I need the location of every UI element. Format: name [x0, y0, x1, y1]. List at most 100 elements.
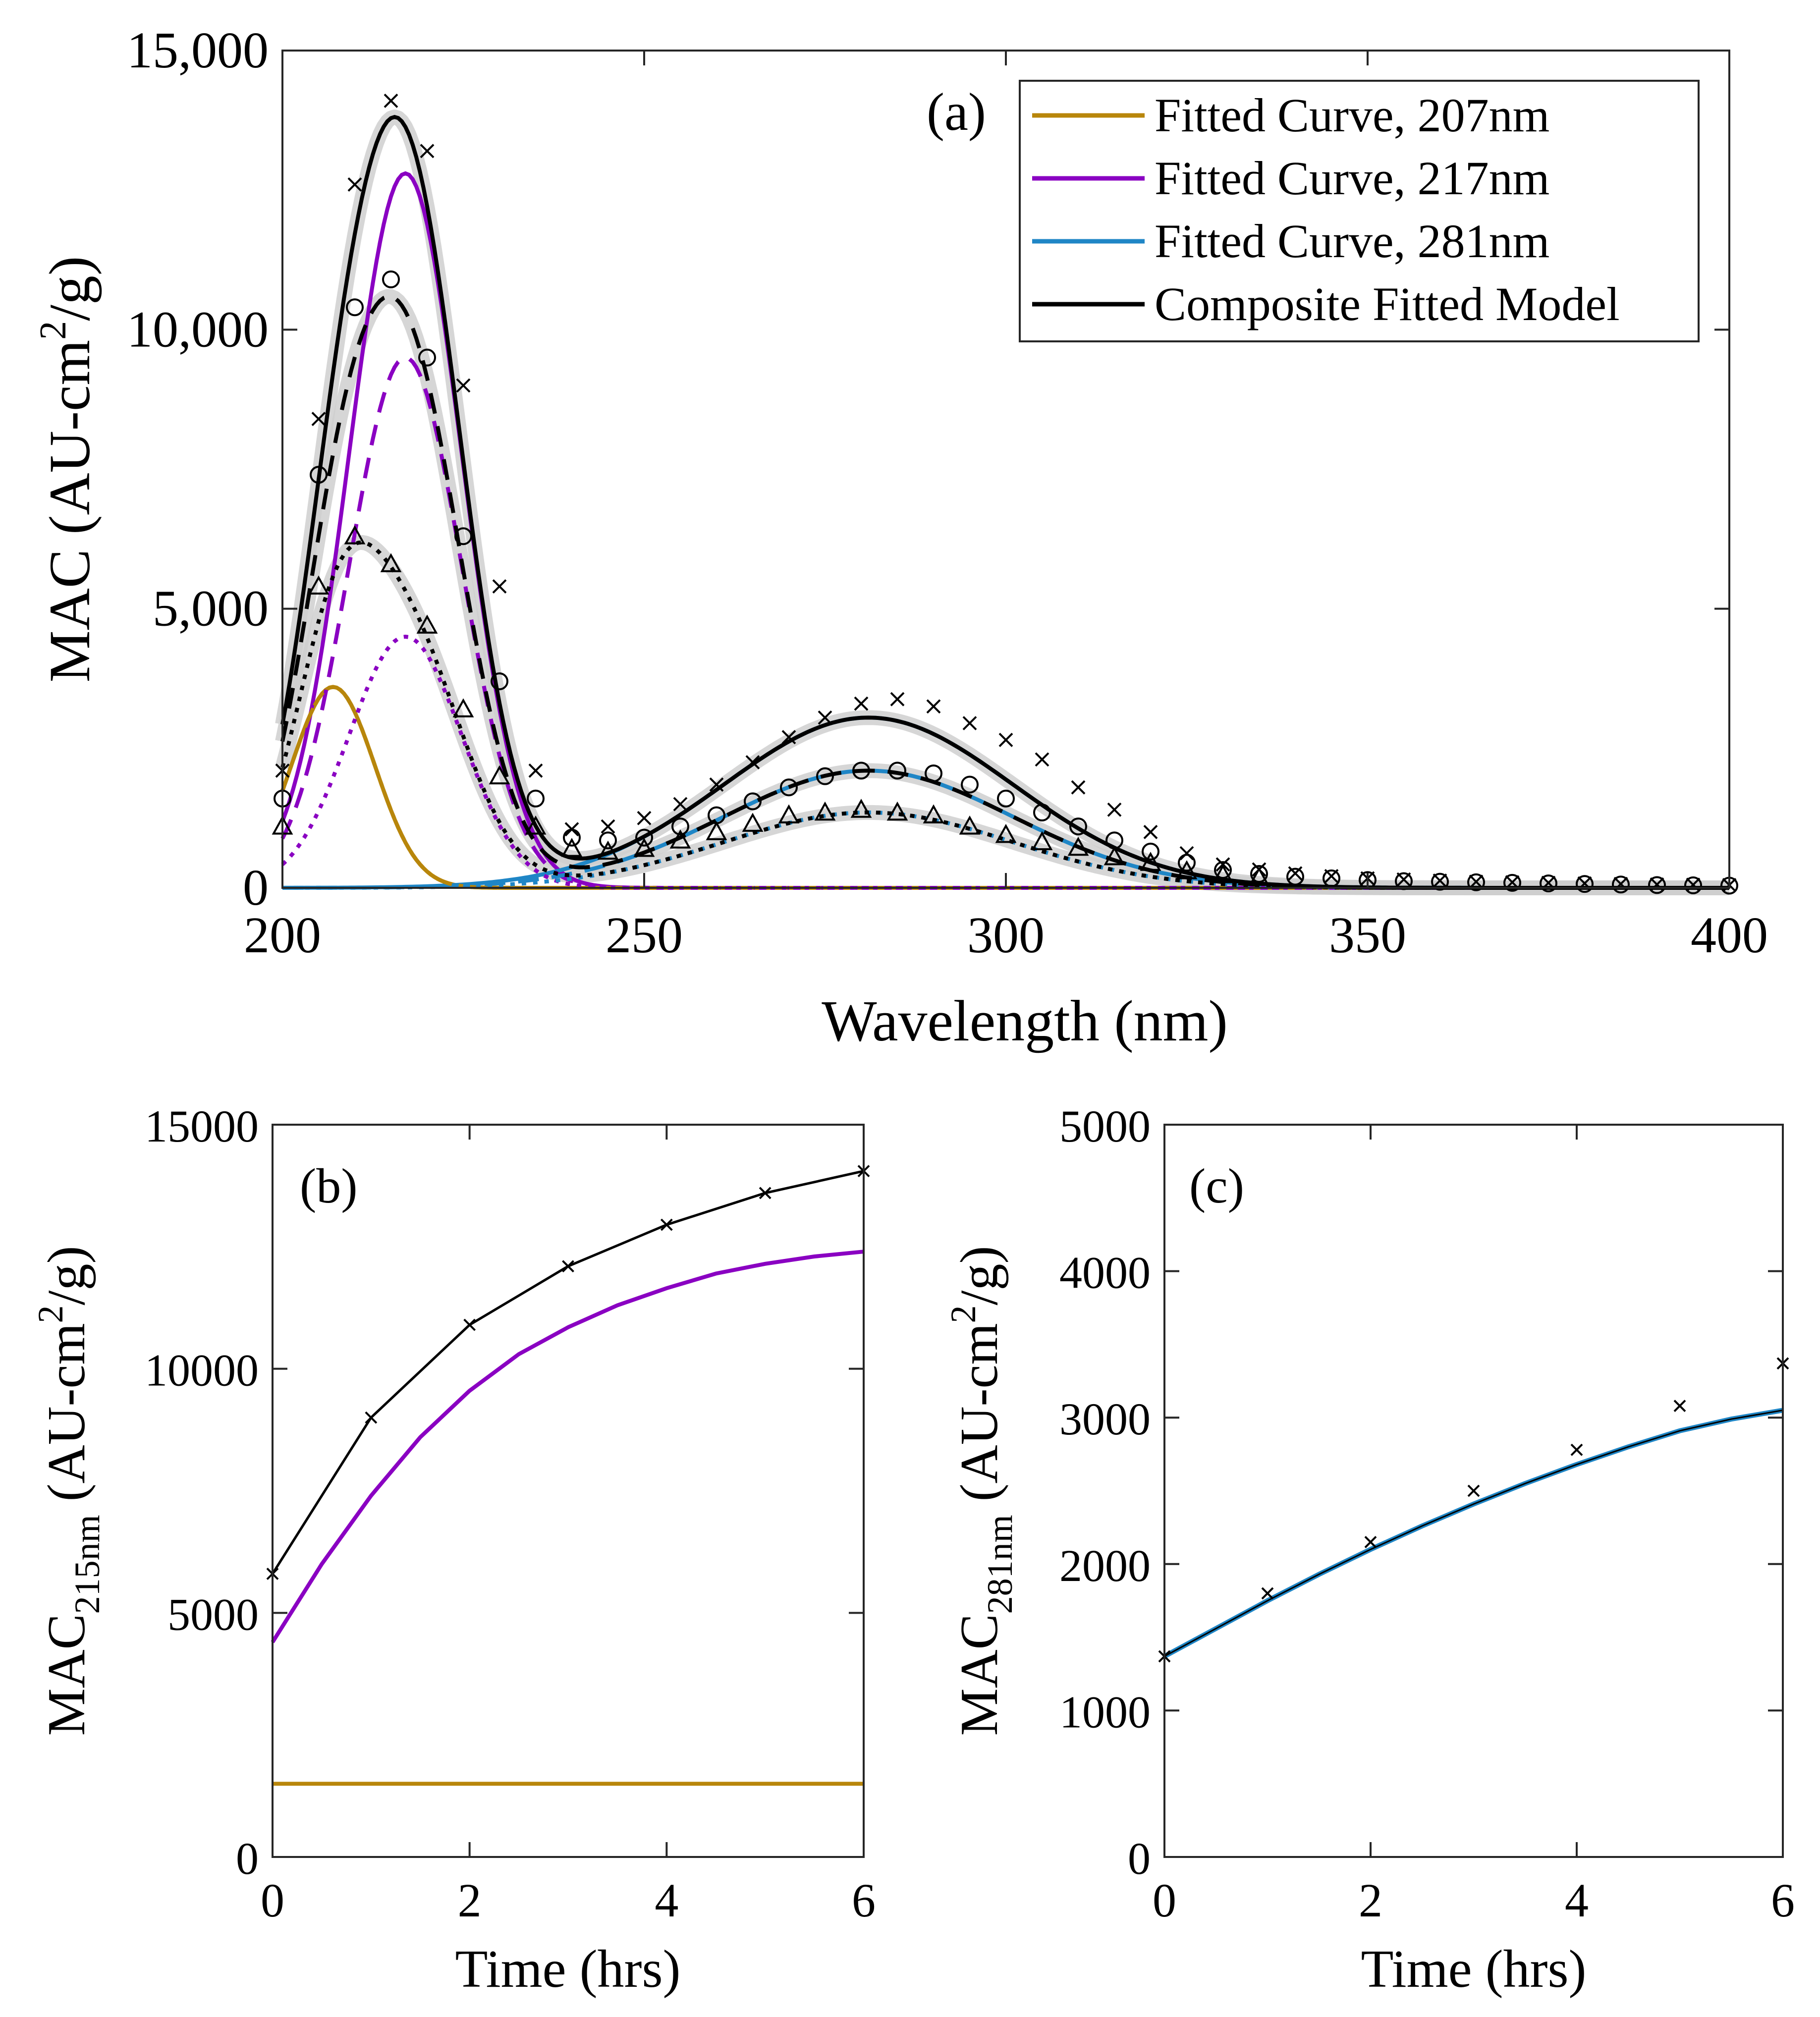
panel-a-ytick-label: 0: [243, 859, 269, 916]
panel-a-ytick-label: 5,000: [153, 580, 269, 637]
panel-a-xtick-label: 350: [1329, 907, 1406, 964]
panel-c-axes-box: [1163, 1124, 1784, 1858]
panel-c-xtick-label: 2: [1359, 1874, 1382, 1927]
data-marker-circle: [816, 767, 834, 785]
data-marker-circle: [1323, 869, 1340, 887]
data-marker-circle: [382, 270, 400, 288]
data-marker-circle: [1540, 874, 1557, 892]
panel-c-ytick-label: 5000: [1059, 1101, 1151, 1151]
data-marker-triangle: [561, 838, 583, 857]
data-marker-x: [1570, 1443, 1583, 1456]
data-marker-x: [1179, 846, 1194, 861]
data-marker-triangle: [308, 575, 330, 595]
data-marker-x: [781, 730, 796, 745]
panel-c: 0 2 4 6 0 1000 2000 3000 4000 5000 (c) Time (hrs)…: [943, 1101, 1795, 1999]
data-marker-x: [1107, 802, 1122, 817]
panel-b-xtick-label: 6: [852, 1874, 876, 1927]
data-marker-triangle: [489, 765, 510, 785]
panel-a-legend: Fitted Curve, 207nm Fitted Curve, 217nm …: [1019, 80, 1700, 342]
data-marker-x: [562, 1260, 574, 1273]
legend-label-207nm: Fitted Curve, 207nm: [1155, 89, 1549, 142]
data-marker-triangle: [814, 801, 836, 821]
data-marker-triangle: [633, 838, 655, 857]
data-marker-x: [1505, 875, 1520, 890]
data-marker-x: [601, 819, 615, 834]
data-marker-x: [962, 716, 977, 731]
data-marker-circle: [1250, 865, 1268, 883]
data-marker-x: [673, 797, 688, 812]
data-marker-circle: [671, 818, 689, 836]
panel-b-ticks: 0 2 4 6 0 5000 10000 15000: [145, 1101, 876, 1927]
data-marker-circle: [1395, 872, 1413, 890]
data-marker-circle: [310, 466, 328, 484]
data-marker-triangle: [597, 840, 619, 860]
data-marker-circle: [491, 672, 508, 691]
data-marker-x: [1433, 873, 1447, 888]
panel-c-xtick-label: 4: [1565, 1874, 1589, 1927]
panel-c-ytick-label: 1000: [1059, 1687, 1151, 1737]
data-marker-triangle: [1248, 867, 1270, 886]
panel-b-xtick-label: 2: [458, 1874, 482, 1927]
data-marker-circle: [1431, 872, 1449, 891]
data-marker-triangle: [1212, 864, 1234, 883]
panel-b-line-217nm: [271, 1250, 864, 1643]
data-marker-x: [890, 692, 905, 707]
data-marker-x: [347, 177, 362, 192]
data-marker-x: [759, 1187, 772, 1199]
panel-c-ytick-label: 3000: [1059, 1394, 1151, 1444]
legend-label-composite: Composite Fitted Model: [1155, 277, 1620, 330]
panel-b-xtick-label: 0: [261, 1874, 284, 1927]
data-marker-circle: [961, 775, 979, 794]
panel-b-y-axis-label: MAC215nm (AU-cm2/g): [31, 1246, 107, 1736]
panel-c-xtick-label: 0: [1153, 1874, 1176, 1927]
panel-a-ytick-label: 15,000: [127, 22, 269, 79]
data-marker-circle: [744, 792, 762, 811]
data-marker-x: [365, 1411, 378, 1424]
data-marker-x: [998, 733, 1013, 747]
panel-b-ytick-label: 0: [236, 1833, 259, 1884]
panel-c-ticks: 0 2 4 6 0 1000 2000 3000 4000 5000: [1059, 1101, 1795, 1927]
data-marker-circle: [997, 789, 1015, 808]
panel-c-data-markers: [1158, 1357, 1789, 1663]
data-marker-x: [1469, 874, 1484, 889]
data-marker-triangle: [742, 813, 764, 832]
data-marker-triangle: [923, 804, 944, 823]
data-marker-triangle: [380, 553, 402, 572]
panel-a-y-axis-label: MAC (AU-cm2/g): [32, 256, 102, 683]
data-marker-circle: [1178, 854, 1196, 872]
panel-a-xtick-label: 250: [606, 907, 683, 964]
data-marker-circle: [454, 527, 472, 545]
data-marker-triangle: [778, 804, 800, 823]
legend-box: [1019, 80, 1700, 342]
data-marker-triangle: [525, 815, 547, 835]
data-marker-x: [818, 710, 832, 725]
data-marker-circle: [852, 762, 870, 780]
panel-c-ytick-label: 4000: [1059, 1248, 1151, 1298]
panel-a-xtick-label: 300: [967, 907, 1045, 964]
panel-b-axes-box: [272, 1124, 865, 1858]
panel-a-data-markers: [272, 93, 1738, 895]
data-marker-circle: [1214, 861, 1232, 879]
data-marker-circle: [599, 831, 617, 850]
legend-label-281nm: Fitted Curve, 281nm: [1155, 215, 1549, 268]
data-marker-circle: [563, 828, 581, 847]
data-marker-x: [1261, 1587, 1274, 1600]
fitted-curve-281nm-dashed: [282, 768, 1729, 890]
data-marker-triangle: [1103, 846, 1125, 866]
data-marker-circle: [1503, 873, 1521, 892]
panel-b-x-axis-label: Time (hrs): [455, 1940, 680, 1999]
data-marker-x: [420, 144, 435, 159]
panel-b-plot-area: [273, 1125, 864, 1857]
data-marker-circle: [527, 789, 545, 808]
panel-c-xtick-label: 6: [1771, 1874, 1795, 1927]
data-marker-triangle: [706, 821, 727, 840]
panel-c-label: (c): [1189, 1158, 1244, 1213]
data-marker-triangle: [850, 799, 872, 818]
data-marker-triangle: [886, 801, 908, 821]
panel-b-ytick-label: 10000: [145, 1345, 259, 1396]
data-marker-x: [1071, 780, 1086, 795]
panel-c-line-composite: [1164, 1409, 1783, 1657]
panel-b-ytick-label: 5000: [167, 1589, 259, 1639]
data-marker-x: [384, 93, 398, 108]
